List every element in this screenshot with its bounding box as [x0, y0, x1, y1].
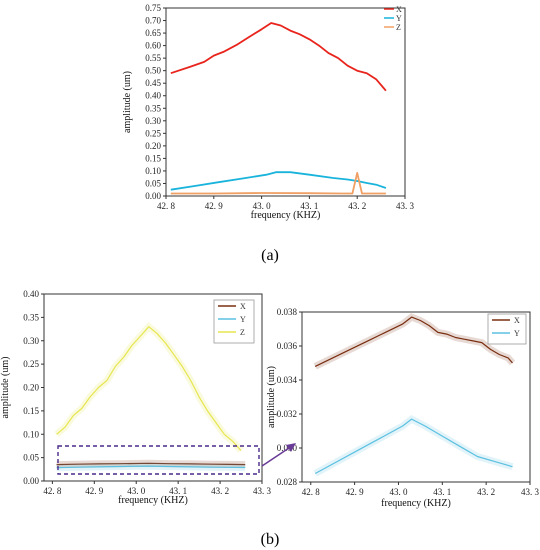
y-tick-label: 0.032 [277, 409, 297, 419]
series-y-line [314, 418, 513, 475]
y-axis-label: amplitude (um) [266, 366, 277, 428]
y-tick-label: 0.15 [145, 153, 161, 163]
legend-label-x: X [396, 5, 402, 14]
y-tick-label: 0.038 [277, 307, 298, 317]
x-tick-label: 42. 8 [302, 487, 321, 497]
y-tick-label: 0.25 [145, 128, 161, 138]
series-z-halo [54, 321, 244, 453]
y-tick-label: 0.70 [145, 16, 161, 26]
y-tick-label: 0.65 [145, 28, 161, 38]
y-tick-label: 0.20 [145, 141, 161, 151]
legend-label-z: Z [240, 328, 245, 337]
x-axis-label: frequency (KHZ) [118, 495, 188, 506]
y-tick-label: 0.40 [145, 91, 161, 101]
x-tick-label: 43. 2 [477, 487, 495, 497]
plot-frame [165, 7, 406, 197]
y-tick-label: 0.20 [23, 383, 39, 393]
x-tick-label: 43. 1 [300, 201, 318, 211]
x-tick-label: 43. 2 [348, 201, 366, 211]
x-tick-label: 43. 3 [396, 201, 415, 211]
caption-b: (b) [261, 531, 280, 548]
y-tick-label: 0.05 [145, 178, 161, 188]
series-x-line [170, 22, 387, 92]
legend-label-z: Z [396, 23, 401, 32]
zoom-arrow-head [286, 443, 296, 452]
y-tick-label: 0.030 [277, 443, 298, 453]
zoom-annotation [57, 443, 296, 475]
series-z-line [170, 171, 386, 195]
y-tick-label: 0.35 [145, 103, 161, 113]
legend-label-y: Y [240, 315, 246, 324]
y-tick-label: 0.10 [145, 166, 161, 176]
y-tick-label: 0.40 [23, 289, 39, 299]
legend-label-y: Y [396, 14, 402, 23]
y-tick-label: 0.00 [23, 476, 39, 486]
caption-a: (a) [261, 247, 279, 264]
y-tick-label: 0.30 [23, 336, 39, 346]
x-tick-label: 43. 3 [253, 486, 272, 496]
y-tick-label: 0.50 [145, 66, 161, 76]
x-tick-label: 43. 1 [169, 486, 187, 496]
y-tick-label: 0.10 [23, 429, 39, 439]
zoom-arrow-shaft [261, 445, 293, 467]
x-tick-label: 43. 2 [211, 486, 229, 496]
y-tick-label: 0.60 [145, 41, 161, 51]
y-tick-label: 0.00 [145, 191, 161, 201]
y-tick-label: 0.35 [23, 312, 39, 322]
legend-box [213, 299, 255, 344]
zoom-region-box [57, 445, 260, 475]
panel-b-left-chart: 0.00 0.05 0.10 0.15 0.20 0.25 0.30 0.35 0.40 42. … [0, 289, 272, 506]
x-tick-label: 43. 3 [521, 487, 540, 497]
x-tick-label: 43. 0 [389, 487, 408, 497]
y-tick-label: 0.036 [277, 341, 298, 351]
y-tick-label: 0.55 [145, 53, 161, 63]
y-axis-label: amplitude (um) [122, 71, 133, 133]
y-tick-label: 0.15 [23, 406, 39, 416]
x-tick-label: 43. 0 [127, 486, 146, 496]
y-axis-label: amplitude (um) [0, 357, 11, 419]
y-tick-label: 0.05 [23, 453, 39, 463]
x-tick-label: 42. 9 [205, 201, 224, 211]
panel-a-chart: 0.00 0.05 0.10 0.15 0.20 0.25 0.30 0.35 0.40 0.45… [122, 3, 415, 221]
series-y-line [170, 171, 387, 191]
y-tick-label: 0.75 [145, 3, 161, 13]
panel-b-right-chart: 0.028 0.030 0.032 0.034 0.036 0.038 42. 8 42. 9… [266, 307, 540, 509]
x-tick-label: 43. 0 [253, 201, 272, 211]
x-tick-label: 42. 9 [85, 486, 104, 496]
y-tick-label: 0.30 [145, 116, 161, 126]
series-y-line [56, 465, 246, 469]
plot-frame [301, 311, 531, 483]
x-axis-label: frequency (KHZ) [381, 498, 451, 509]
series-z-line [56, 326, 242, 451]
series-x-halo [313, 313, 516, 370]
y-tick-label: 0.028 [277, 477, 298, 487]
series-y-halo [313, 414, 514, 477]
y-tick-label: 0.25 [23, 359, 39, 369]
y-tick-label: 0.034 [277, 375, 298, 385]
x-tick-label: 42. 9 [346, 487, 365, 497]
x-tick-label: 42. 8 [43, 486, 62, 496]
x-tick-label: 42. 8 [157, 201, 176, 211]
legend-label-x: X [514, 316, 520, 325]
y-tick-label: 0.45 [145, 78, 161, 88]
x-tick-label: 43. 1 [433, 487, 451, 497]
legend-label-x: X [240, 302, 246, 311]
legend-box [487, 313, 527, 345]
legend-label-y: Y [514, 329, 520, 338]
series-x-line [56, 462, 246, 466]
series-x-line [314, 316, 513, 367]
x-axis-label: frequency (KHZ) [251, 210, 321, 221]
